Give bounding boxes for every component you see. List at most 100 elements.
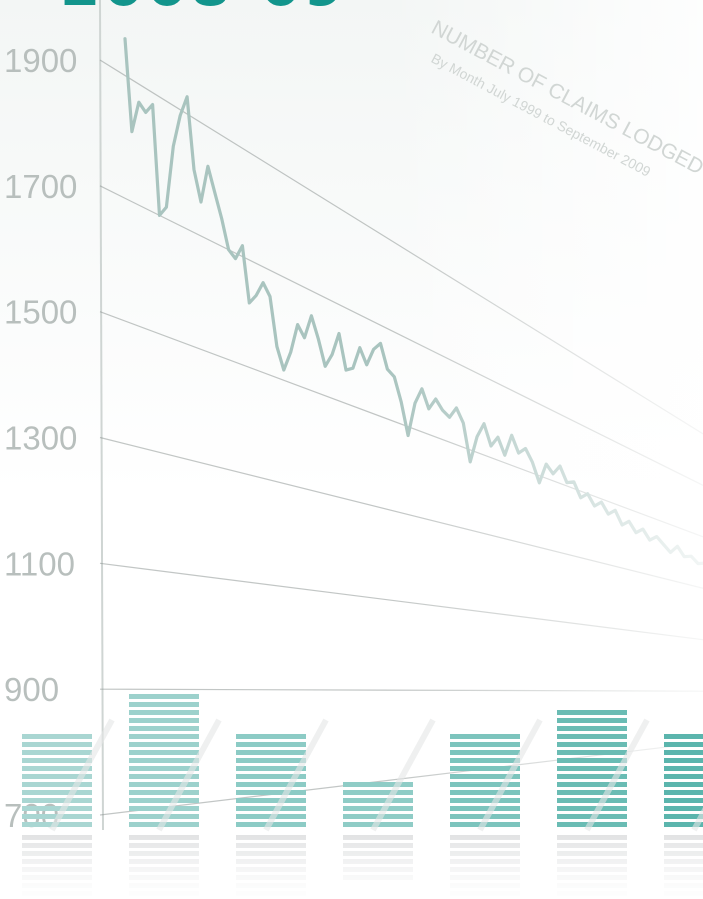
bar-stripe <box>236 766 306 771</box>
bar-reflection-stripe <box>557 883 627 888</box>
gridline-900 <box>99 688 703 692</box>
bar-stripe <box>236 742 306 747</box>
bar-reflection-stripe <box>450 859 520 864</box>
bar-stripe <box>236 806 306 811</box>
bar-stripe <box>664 814 703 819</box>
bar-reflection-stripe <box>343 843 413 848</box>
bar-reflection-stripe <box>664 883 703 888</box>
bar-stripe <box>450 806 520 811</box>
bar-reflection-stripe <box>664 835 703 840</box>
bar-reflection-stripe <box>22 843 92 848</box>
bar-reflection-stripe <box>236 867 306 872</box>
gridline-1100 <box>99 562 703 641</box>
bar-stripe <box>129 790 199 795</box>
bar-stripe <box>236 758 306 763</box>
bar-stripe <box>129 750 199 755</box>
bar-stripe <box>22 766 92 771</box>
bar-reflection-stripe <box>557 843 627 848</box>
bar-stripe <box>343 790 413 795</box>
bar-stripe <box>557 742 627 747</box>
bar-reflection-stripe <box>557 891 627 896</box>
bar-stripe <box>557 710 627 715</box>
bar-stripe <box>664 742 703 747</box>
bar-stripe <box>450 758 520 763</box>
bar-reflection-stripe <box>22 875 92 880</box>
bar-reflection-stripe <box>22 891 92 896</box>
bar-stripe <box>450 742 520 747</box>
bar-reflection-stripe <box>236 851 306 856</box>
bar-stripe <box>664 822 703 827</box>
bar-stripe <box>129 742 199 747</box>
bar-stripe <box>236 734 306 739</box>
bar-reflection-stripe <box>343 867 413 872</box>
bar-reflection-stripe <box>664 843 703 848</box>
gridline-1500 <box>99 311 703 538</box>
bar-stripe <box>557 782 627 787</box>
bar-stripe <box>664 766 703 771</box>
bar-stripe <box>557 734 627 739</box>
bar-reflection-stripe <box>129 859 199 864</box>
bar-reflection-stripe <box>664 867 703 872</box>
bar-stripe <box>129 806 199 811</box>
bar-reflection-stripe <box>22 867 92 872</box>
bar-stripe <box>236 750 306 755</box>
bar-reflection-stripe <box>557 835 627 840</box>
bar-reflection-stripe <box>450 867 520 872</box>
bar-reflection-stripe <box>236 891 306 896</box>
bar-stripe <box>236 790 306 795</box>
bar-stripe <box>664 782 703 787</box>
bar-reflection-stripe <box>664 851 703 856</box>
bar-stripe <box>236 798 306 803</box>
bar <box>557 710 627 896</box>
bar-reflection-stripe <box>22 851 92 856</box>
bar-reflection-stripe <box>22 883 92 888</box>
bar-reflection-stripe <box>236 843 306 848</box>
bar-stripe <box>664 806 703 811</box>
bar <box>343 782 413 880</box>
floor-stroke <box>156 718 222 832</box>
bar-stripe <box>22 742 92 747</box>
bar-stripe <box>129 726 199 731</box>
bar-stripe <box>557 806 627 811</box>
bar-reflection-stripe <box>343 875 413 880</box>
bar-reflection-stripe <box>236 883 306 888</box>
floor-stroke <box>49 718 115 832</box>
bar-reflection-stripe <box>343 851 413 856</box>
bar-reflection-stripe <box>664 875 703 880</box>
bar-stripe <box>22 806 92 811</box>
bar-reflection-stripe <box>343 859 413 864</box>
bar-stripe <box>129 702 199 707</box>
bar-reflection-stripe <box>450 843 520 848</box>
bar-stripe <box>22 798 92 803</box>
bar-stripe <box>450 790 520 795</box>
bar-stripe <box>557 758 627 763</box>
y-axis-line <box>99 0 104 831</box>
bar-reflection-stripe <box>236 835 306 840</box>
y-tick-label: 1100 <box>4 545 75 582</box>
bar-stripe <box>22 750 92 755</box>
bar-reflection-stripe <box>557 851 627 856</box>
bar <box>664 734 703 896</box>
bar-stripe <box>557 798 627 803</box>
bar-reflection-stripe <box>129 875 199 880</box>
chart-title: NUMBER OF CLAIMS LODGED <box>428 16 703 179</box>
bar-stripe <box>129 782 199 787</box>
bar-reflection-stripe <box>343 835 413 840</box>
bar-stripe <box>664 750 703 755</box>
bar-stripe <box>129 710 199 715</box>
floor-stroke <box>584 718 650 832</box>
floor-stroke <box>263 718 329 832</box>
bar-reflection-stripe <box>450 891 520 896</box>
bar-reflection-stripe <box>664 859 703 864</box>
bar-stripe <box>450 734 520 739</box>
y-tick-label: 900 <box>4 671 59 708</box>
gridline-1700 <box>99 185 703 486</box>
bar-stripe <box>22 774 92 779</box>
bar-stripe <box>343 782 413 787</box>
bar-stripe <box>664 790 703 795</box>
bar-stripe <box>557 726 627 731</box>
bar-reflection-stripe <box>557 867 627 872</box>
bar-reflection-stripe <box>129 891 199 896</box>
